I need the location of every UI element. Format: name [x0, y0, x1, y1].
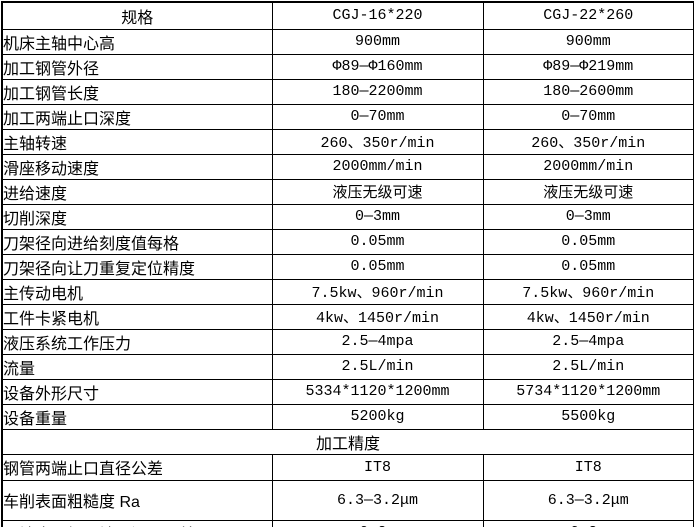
table-row: 流量 2.5L/min 2.5L/min	[1, 353, 694, 380]
spec-value: 900mm	[271, 28, 484, 55]
section-header-row: 加工精度	[1, 428, 694, 455]
spec-label: 主轴转速	[1, 128, 273, 155]
table-row: 工件卡紧电机 4kw、1450r/min 4kw、1450r/min	[1, 303, 694, 330]
table-row: 加工两端止口深度 0—70mm 0—70mm	[1, 103, 694, 130]
spec-label: 加工钢管长度	[1, 78, 273, 105]
spec-label: 刀架径向进给刻度值每格	[1, 228, 273, 255]
spec-value: 4kw、1450r/min	[271, 303, 484, 330]
table-row: 机床主轴中心高 900mm 900mm	[1, 28, 694, 55]
spec-value: 6.3—3.2μm	[271, 479, 484, 521]
table-row: 钢管两端止口直径公差 IT8 IT8	[1, 453, 694, 481]
table-row: 设备重量 5200kg 5500kg	[1, 403, 694, 430]
spec-value: 0—3mm	[482, 203, 694, 230]
table-row: 刀架径向让刀重复定位精度 0.05mm 0.05mm	[1, 253, 694, 280]
spec-value: Φ89—Φ219mm	[482, 53, 694, 80]
spec-value: 2.5—4mpa	[271, 328, 484, 355]
spec-label: 滑座移动速度	[1, 153, 273, 180]
spec-value: 液压无级可速	[482, 178, 694, 205]
table-row: 主轴转速 260、350r/min 260、350r/min	[1, 128, 694, 155]
spec-label: 两端止口加工端面间距公差	[1, 519, 273, 527]
spec-value: 2.5—4mpa	[482, 328, 694, 355]
table-row: 加工钢管外径 Φ89—Φ160mm Φ89—Φ219mm	[1, 53, 694, 80]
spec-value: IT8	[271, 453, 484, 481]
table-row: 设备外形尺寸 5334*1120*1200mm 5734*1120*1200mm	[1, 378, 694, 405]
column-header-model1: CGJ-16*220	[271, 1, 484, 30]
spec-value: 液压无级可速	[271, 178, 484, 205]
spec-value: 5334*1120*1200mm	[271, 378, 484, 405]
spec-label: 切削深度	[1, 203, 273, 230]
spec-label: 工件卡紧电机	[1, 303, 273, 330]
spec-value: 900mm	[482, 28, 694, 55]
spec-label: 刀架径向让刀重复定位精度	[1, 253, 273, 280]
spec-label: 主传动电机	[1, 278, 273, 305]
column-header-spec: 规格	[1, 1, 273, 30]
table-row: 液压系统工作压力 2.5—4mpa 2.5—4mpa	[1, 328, 694, 355]
spec-value: 180—2200mm	[271, 78, 484, 105]
spec-value: 4kw、1450r/min	[482, 303, 694, 330]
spec-label: 进给速度	[1, 178, 273, 205]
spec-value: 0—70mm	[482, 103, 694, 130]
table-row: 滑座移动速度 2000mm/min 2000mm/min	[1, 153, 694, 180]
spec-value: 2000mm/min	[482, 153, 694, 180]
spec-value: 6.3—3.2μm	[482, 479, 694, 521]
table-row: 切削深度 0—3mm 0—3mm	[1, 203, 694, 230]
spec-value: 2.5L/min	[271, 353, 484, 380]
spec-value: 0—70mm	[271, 103, 484, 130]
spec-label: 加工钢管外径	[1, 53, 273, 80]
spec-label: 车削表面粗糙度 Ra	[1, 479, 273, 521]
table-row: 车削表面粗糙度 Ra 6.3—3.2μm 6.3—3.2μm	[1, 479, 694, 521]
table-row: 两端止口加工端面间距公差 ≤0.2mm ≤0.2mm	[1, 519, 694, 527]
spec-label: 液压系统工作压力	[1, 328, 273, 355]
spec-value: 0.05mm	[482, 228, 694, 255]
table-row: 主传动电机 7.5kw、960r/min 7.5kw、960r/min	[1, 278, 694, 305]
spec-value: IT8	[482, 453, 694, 481]
spec-value: 260、350r/min	[271, 128, 484, 155]
spec-value: 5200kg	[271, 403, 484, 430]
table-row: 刀架径向进给刻度值每格 0.05mm 0.05mm	[1, 228, 694, 255]
spec-value: 2.5L/min	[482, 353, 694, 380]
spec-value: 2000mm/min	[271, 153, 484, 180]
spec-label: 设备重量	[1, 403, 273, 430]
spec-value: 0.05mm	[271, 253, 484, 280]
spec-value: 5734*1120*1200mm	[482, 378, 694, 405]
section-title: 加工精度	[1, 428, 694, 455]
spec-label: 流量	[1, 353, 273, 380]
spec-label: 机床主轴中心高	[1, 28, 273, 55]
table-row: 进给速度 液压无级可速 液压无级可速	[1, 178, 694, 205]
spec-label: 设备外形尺寸	[1, 378, 273, 405]
column-header-model2: CGJ-22*260	[482, 1, 694, 30]
spec-value: 0—3mm	[271, 203, 484, 230]
spec-value: 260、350r/min	[482, 128, 694, 155]
table-row: 加工钢管长度 180—2200mm 180—2600mm	[1, 78, 694, 105]
spec-value: 5500kg	[482, 403, 694, 430]
spec-value: 7.5kw、960r/min	[482, 278, 694, 305]
spec-value: ≤0.2mm	[271, 519, 484, 527]
spec-label: 加工两端止口深度	[1, 103, 273, 130]
spec-label: 钢管两端止口直径公差	[1, 453, 273, 481]
spec-value: 0.05mm	[482, 253, 694, 280]
spec-value: 7.5kw、960r/min	[271, 278, 484, 305]
spec-value: ≤0.2mm	[482, 519, 694, 527]
table-header-row: 规格 CGJ-16*220 CGJ-22*260	[1, 1, 694, 30]
spec-value: Φ89—Φ160mm	[271, 53, 484, 80]
spec-value: 180—2600mm	[482, 78, 694, 105]
spec-value: 0.05mm	[271, 228, 484, 255]
